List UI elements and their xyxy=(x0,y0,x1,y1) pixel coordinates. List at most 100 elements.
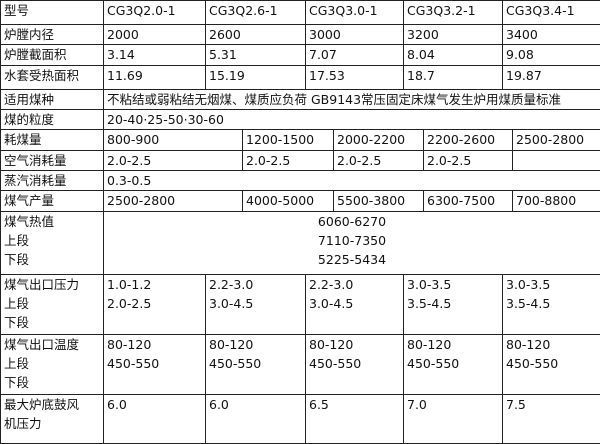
row-label: 耗煤量 xyxy=(1,130,104,151)
value-cell: 不粘结或弱粘结无烟煤、煤质应负荷 GB9143常压固定床煤气发生炉用煤质量标准 xyxy=(104,90,600,110)
cell-line: 3.0-3.5 xyxy=(506,275,597,294)
row-label: 型号 xyxy=(1,1,104,25)
cell-line: 炉膛内径 xyxy=(4,25,100,44)
value-cell: 11.69 xyxy=(104,66,206,90)
value-cell: 18.7 xyxy=(404,66,503,90)
cell-line: 下段 xyxy=(4,373,100,392)
value-cell: CG3Q3.4-1 xyxy=(503,1,600,25)
value-cell: 3400 xyxy=(503,25,600,45)
cell-line: 80-120 xyxy=(407,335,499,354)
cell-line: 煤气热值 xyxy=(4,212,100,231)
value-cell: CG3Q3.2-1 xyxy=(404,1,503,25)
value-cell: 8.04 xyxy=(404,45,503,66)
row-label: 适用煤种 xyxy=(1,90,104,110)
cell-line: 1.0-1.2 xyxy=(107,275,202,294)
cell-line: 450-550 xyxy=(107,354,202,373)
cell-line: 3.0-4.5 xyxy=(209,294,302,313)
empty-cell xyxy=(513,151,600,171)
cell-line: 煤的粒度 xyxy=(4,110,100,129)
value-cell: 2.0-2.5 xyxy=(243,151,334,171)
cell-line: 煤气出口温度 xyxy=(4,335,100,354)
value-cell: 19.87 xyxy=(503,66,600,90)
cell-line: 上段 xyxy=(4,294,100,313)
value-cell: 9.08 xyxy=(503,45,600,66)
value-cell: 700-8800 xyxy=(513,191,600,212)
value-cell: 3.14 xyxy=(104,45,206,66)
cell-line: 2.2-3.0 xyxy=(209,275,302,294)
cell-line: 7110-7350 xyxy=(107,231,597,250)
cell-line: 450-550 xyxy=(407,354,499,373)
row-label: 煤的粒度 xyxy=(1,110,104,130)
value-cell: 20-40·25-50·30-60 xyxy=(104,110,600,130)
cell-line: 3.0-3.5 xyxy=(407,275,499,294)
value-cell: 5500-3800 xyxy=(334,191,424,212)
value-cell: 3200 xyxy=(404,25,503,45)
cell-line: 机压力 xyxy=(4,414,100,433)
cell-line: 煤气出口压力 xyxy=(4,275,100,294)
value-cell: 7.07 xyxy=(306,45,404,66)
value-cell: 17.53 xyxy=(306,66,404,90)
value-cell: 2.0-2.5 xyxy=(334,151,424,171)
cell-line: 耗煤量 xyxy=(4,130,100,149)
value-cell: 2500-2800 xyxy=(104,191,243,212)
value-cell: 5.31 xyxy=(206,45,306,66)
cell-line: 3.0-4.5 xyxy=(309,294,400,313)
cell-line: 80-120 xyxy=(209,335,302,354)
cell-line: 适用煤种 xyxy=(4,90,100,109)
value-cell: 1200-1500 xyxy=(243,130,334,151)
row-label: 炉膛内径 xyxy=(1,25,104,45)
value-cell: 2000 xyxy=(104,25,206,45)
cell-line: 450-550 xyxy=(209,354,302,373)
row-label: 水套受热面积 xyxy=(1,66,104,90)
value-cell: 7.0 xyxy=(404,395,503,444)
value-cell: 6.5 xyxy=(306,395,404,444)
cell-line: 80-120 xyxy=(309,335,400,354)
cell-line: 下段 xyxy=(4,313,100,332)
value-cell: 2200-2600 xyxy=(424,130,513,151)
value-cell: CG3Q3.0-1 xyxy=(306,1,404,25)
cell-line: 80-120 xyxy=(506,335,597,354)
row-label: 炉膛截面积 xyxy=(1,45,104,66)
value-cell: 2000-2200 xyxy=(334,130,424,151)
value-cell: 15.19 xyxy=(206,66,306,90)
value-cell: 0.3-0.5 xyxy=(104,171,600,191)
value-cell: CG3Q2.0-1 xyxy=(104,1,206,25)
cell-line: 80-120 xyxy=(107,335,202,354)
value-cell: 2.0-2.5 xyxy=(104,151,243,171)
cell-line: 煤气产量 xyxy=(4,191,100,210)
row-label: 煤气出口压力上段下段 xyxy=(1,275,104,335)
cell-line: 上段 xyxy=(4,354,100,373)
row-label: 空气消耗量 xyxy=(1,151,104,171)
cell-line: 2.2-3.0 xyxy=(309,275,400,294)
cell-line: 下段 xyxy=(4,250,100,269)
value-cell: CG3Q2.6-1 xyxy=(206,1,306,25)
cell-line: 450-550 xyxy=(506,354,597,373)
cell-line: 3.5-4.5 xyxy=(407,294,499,313)
cell-line: 2.0-2.5 xyxy=(107,294,202,313)
cell-line: 上段 xyxy=(4,231,100,250)
value-cell: 2600 xyxy=(206,25,306,45)
value-cell: 800-900 xyxy=(104,130,243,151)
cell-line: 水套受热面积 xyxy=(4,66,100,85)
cell-line: 5225-5434 xyxy=(107,250,597,269)
cell-line: 3.5-4.5 xyxy=(506,294,597,313)
table-row: 适用煤种不粘结或弱粘结无烟煤、煤质应负荷 GB9143常压固定床煤气发生炉用煤质… xyxy=(1,90,600,110)
